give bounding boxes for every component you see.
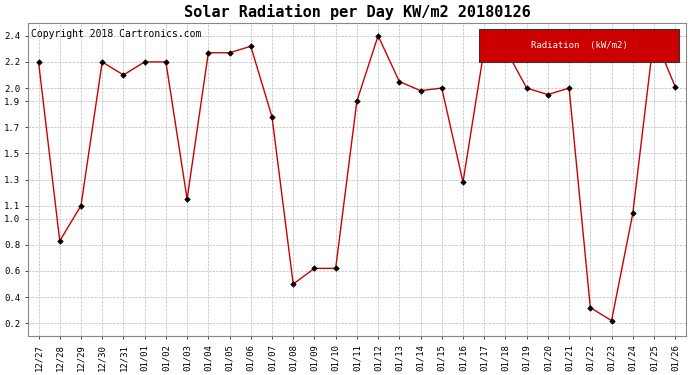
Text: Copyright 2018 Cartronics.com: Copyright 2018 Cartronics.com xyxy=(31,29,201,39)
Text: Radiation  (kW/m2): Radiation (kW/m2) xyxy=(531,41,627,50)
FancyBboxPatch shape xyxy=(479,29,679,62)
Title: Solar Radiation per Day KW/m2 20180126: Solar Radiation per Day KW/m2 20180126 xyxy=(184,4,530,20)
